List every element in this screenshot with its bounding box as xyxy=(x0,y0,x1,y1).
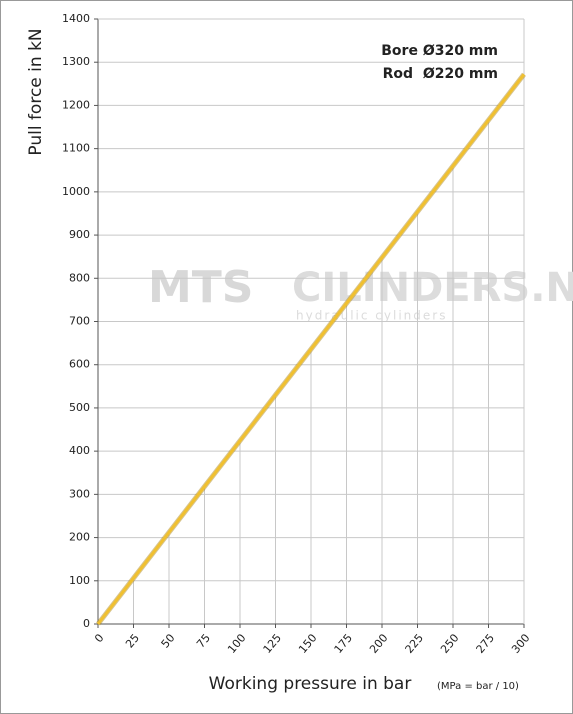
y-tick-label: 1200 xyxy=(62,98,90,111)
y-tick-label: 200 xyxy=(69,531,90,544)
y-tick-label: 1100 xyxy=(62,142,90,155)
y-axis-label: Pull force in kN xyxy=(26,28,46,155)
data-line xyxy=(96,73,526,625)
x-axis-note: (MPa = bar / 10) xyxy=(437,681,519,692)
y-tick-label: 1000 xyxy=(62,185,90,198)
watermark: CILINDERS.NL xyxy=(292,265,573,311)
y-tick-label: 300 xyxy=(69,487,90,500)
y-tick-label: 0 xyxy=(83,617,90,630)
y-tick-label: 400 xyxy=(69,444,90,457)
annotation: Rod Ø220 mm xyxy=(383,66,498,82)
y-tick-label: 600 xyxy=(69,358,90,371)
y-tick-label: 900 xyxy=(69,228,90,241)
y-tick-label: 700 xyxy=(69,315,90,328)
x-axis-label: Working pressure in bar xyxy=(209,674,412,694)
y-tick-label: 800 xyxy=(69,271,90,284)
watermark: MTS xyxy=(148,262,254,313)
annotation: Bore Ø320 mm xyxy=(381,43,498,59)
watermark: hydraulic cylinders xyxy=(296,309,447,323)
y-tick-label: 1300 xyxy=(62,55,90,68)
y-tick-label: 100 xyxy=(69,574,90,587)
y-tick-label: 500 xyxy=(69,401,90,414)
y-tick-label: 1400 xyxy=(62,12,90,25)
